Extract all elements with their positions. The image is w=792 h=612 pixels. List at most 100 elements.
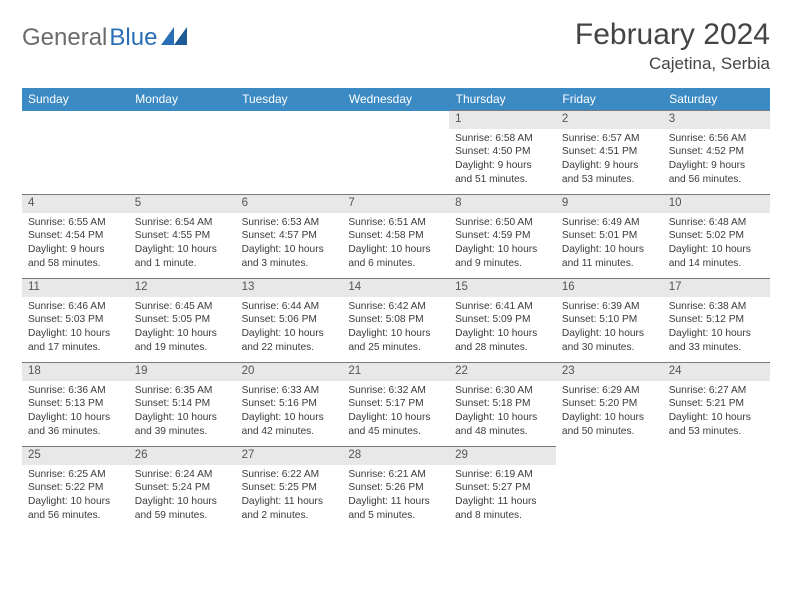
day-content-cell: Sunrise: 6:22 AMSunset: 5:25 PMDaylight:… (236, 465, 343, 531)
daylight-text: Daylight: 10 hours and 48 minutes. (455, 411, 550, 439)
sunset-text: Sunset: 5:08 PM (348, 313, 443, 327)
daylight-text: Daylight: 10 hours and 56 minutes. (28, 495, 123, 523)
day-number-cell: 8 (449, 195, 556, 213)
day-number: 6 (242, 197, 248, 209)
sunrise-text: Sunrise: 6:29 AM (562, 384, 657, 398)
day-number-cell: 7 (342, 195, 449, 213)
day-content-cell: Sunrise: 6:38 AMSunset: 5:12 PMDaylight:… (663, 297, 770, 363)
daylight-text: Daylight: 10 hours and 14 minutes. (669, 243, 764, 271)
calendar-page: GeneralBlue February 2024 Cajetina, Serb… (0, 0, 792, 549)
calendar-table: Sunday Monday Tuesday Wednesday Thursday… (22, 88, 770, 531)
sunset-text: Sunset: 4:59 PM (455, 229, 550, 243)
day-number-cell: 29 (449, 447, 556, 465)
sunrise-text: Sunrise: 6:25 AM (28, 468, 123, 482)
day-number: 7 (348, 197, 354, 209)
day-content-cell: Sunrise: 6:58 AMSunset: 4:50 PMDaylight:… (449, 129, 556, 195)
daylight-text: Daylight: 10 hours and 22 minutes. (242, 327, 337, 355)
day-number-cell: 27 (236, 447, 343, 465)
title-block: February 2024 Cajetina, Serbia (575, 18, 770, 74)
logo: GeneralBlue (22, 18, 187, 52)
daylight-text: Daylight: 11 hours and 2 minutes. (242, 495, 337, 523)
daylight-text: Daylight: 10 hours and 42 minutes. (242, 411, 337, 439)
logo-text-2: Blue (109, 24, 157, 52)
sunrise-text: Sunrise: 6:33 AM (242, 384, 337, 398)
day-number-cell: 13 (236, 279, 343, 297)
day-content-cell: Sunrise: 6:53 AMSunset: 4:57 PMDaylight:… (236, 213, 343, 279)
day-number: 8 (455, 197, 461, 209)
day-number: 11 (28, 281, 40, 293)
day-number-cell: 18 (22, 363, 129, 381)
sunset-text: Sunset: 5:14 PM (135, 397, 230, 411)
day-number: 2 (562, 113, 568, 125)
daylight-text: Daylight: 10 hours and 50 minutes. (562, 411, 657, 439)
day-number-cell: 26 (129, 447, 236, 465)
day-content-row: Sunrise: 6:55 AMSunset: 4:54 PMDaylight:… (22, 213, 770, 279)
day-number: 19 (135, 365, 148, 377)
sunset-text: Sunset: 5:10 PM (562, 313, 657, 327)
sunrise-text: Sunrise: 6:24 AM (135, 468, 230, 482)
sunset-text: Sunset: 4:55 PM (135, 229, 230, 243)
sunrise-text: Sunrise: 6:48 AM (669, 216, 764, 230)
day-number: 16 (562, 281, 575, 293)
day-number-row: 123 (22, 111, 770, 129)
day-number-row: 45678910 (22, 195, 770, 213)
day-content-cell: Sunrise: 6:21 AMSunset: 5:26 PMDaylight:… (342, 465, 449, 531)
sunrise-text: Sunrise: 6:27 AM (669, 384, 764, 398)
logo-icon (159, 24, 187, 52)
day-number-cell: 17 (663, 279, 770, 297)
day-number-cell: 10 (663, 195, 770, 213)
day-number-cell: 5 (129, 195, 236, 213)
daylight-text: Daylight: 10 hours and 28 minutes. (455, 327, 550, 355)
daylight-text: Daylight: 10 hours and 30 minutes. (562, 327, 657, 355)
sunset-text: Sunset: 5:05 PM (135, 313, 230, 327)
sunrise-text: Sunrise: 6:38 AM (669, 300, 764, 314)
day-number: 10 (669, 197, 682, 209)
weekday-header: Saturday (663, 88, 770, 111)
day-number-row: 18192021222324 (22, 363, 770, 381)
day-content-cell (129, 129, 236, 195)
daylight-text: Daylight: 9 hours and 51 minutes. (455, 159, 550, 187)
day-number: 1 (455, 113, 461, 125)
day-number-cell: 25 (22, 447, 129, 465)
sunrise-text: Sunrise: 6:55 AM (28, 216, 123, 230)
sunrise-text: Sunrise: 6:51 AM (348, 216, 443, 230)
day-number-cell: 22 (449, 363, 556, 381)
day-number: 27 (242, 449, 255, 461)
day-content-cell: Sunrise: 6:36 AMSunset: 5:13 PMDaylight:… (22, 381, 129, 447)
day-content-cell: Sunrise: 6:49 AMSunset: 5:01 PMDaylight:… (556, 213, 663, 279)
sunrise-text: Sunrise: 6:53 AM (242, 216, 337, 230)
day-content-cell (342, 129, 449, 195)
day-content-row: Sunrise: 6:46 AMSunset: 5:03 PMDaylight:… (22, 297, 770, 363)
day-number: 20 (242, 365, 255, 377)
sunrise-text: Sunrise: 6:56 AM (669, 132, 764, 146)
sunrise-text: Sunrise: 6:42 AM (348, 300, 443, 314)
sunrise-text: Sunrise: 6:45 AM (135, 300, 230, 314)
day-content-cell (236, 129, 343, 195)
daylight-text: Daylight: 10 hours and 33 minutes. (669, 327, 764, 355)
sunset-text: Sunset: 5:09 PM (455, 313, 550, 327)
sunrise-text: Sunrise: 6:49 AM (562, 216, 657, 230)
sunset-text: Sunset: 5:21 PM (669, 397, 764, 411)
sunset-text: Sunset: 5:18 PM (455, 397, 550, 411)
day-number-cell (129, 111, 236, 129)
sunset-text: Sunset: 5:17 PM (348, 397, 443, 411)
sunrise-text: Sunrise: 6:57 AM (562, 132, 657, 146)
day-content-cell (22, 129, 129, 195)
day-number-row: 11121314151617 (22, 279, 770, 297)
sunset-text: Sunset: 5:12 PM (669, 313, 764, 327)
sunrise-text: Sunrise: 6:22 AM (242, 468, 337, 482)
sunset-text: Sunset: 5:02 PM (669, 229, 764, 243)
day-number-row: 2526272829 (22, 447, 770, 465)
day-number-cell: 14 (342, 279, 449, 297)
day-content-cell: Sunrise: 6:50 AMSunset: 4:59 PMDaylight:… (449, 213, 556, 279)
daylight-text: Daylight: 10 hours and 25 minutes. (348, 327, 443, 355)
day-number: 13 (242, 281, 255, 293)
day-content-cell: Sunrise: 6:32 AMSunset: 5:17 PMDaylight:… (342, 381, 449, 447)
sunset-text: Sunset: 4:51 PM (562, 145, 657, 159)
sunset-text: Sunset: 5:03 PM (28, 313, 123, 327)
day-content-row: Sunrise: 6:25 AMSunset: 5:22 PMDaylight:… (22, 465, 770, 531)
sunset-text: Sunset: 4:58 PM (348, 229, 443, 243)
day-content-cell: Sunrise: 6:54 AMSunset: 4:55 PMDaylight:… (129, 213, 236, 279)
daylight-text: Daylight: 10 hours and 6 minutes. (348, 243, 443, 271)
sunrise-text: Sunrise: 6:54 AM (135, 216, 230, 230)
